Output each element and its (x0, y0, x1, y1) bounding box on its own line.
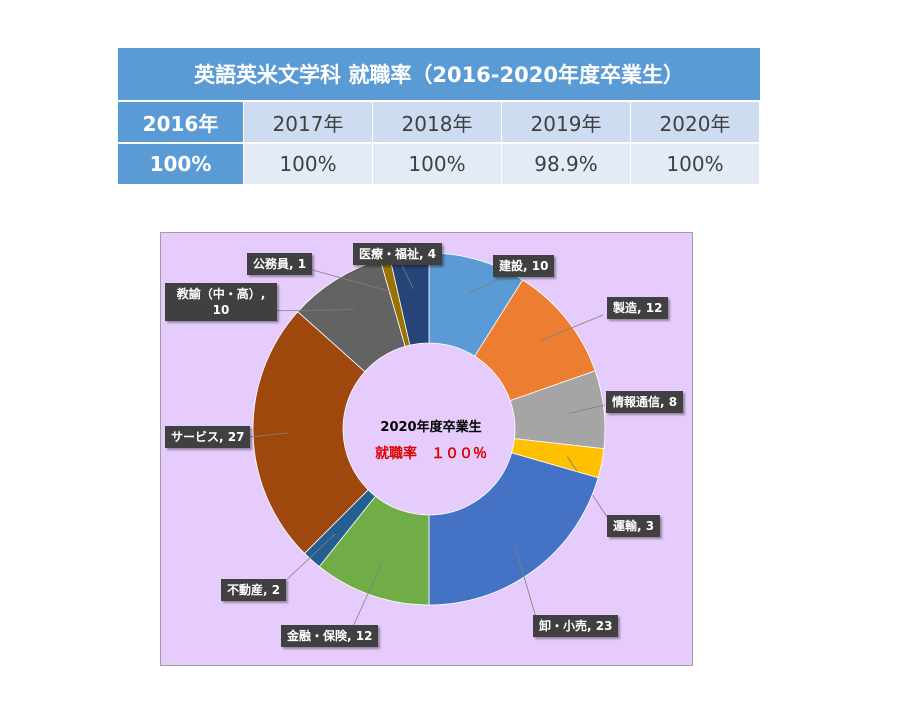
leader-line-5 (350, 561, 383, 632)
year-cell: 2020年 (631, 102, 760, 144)
leader-line-0 (467, 274, 510, 294)
data-label-9: 公務員, 1 (247, 253, 313, 275)
center-employment-rate: 就職率 １００％ (375, 446, 487, 462)
employment-rate-table: 英語英米文学科 就職率（2016-2020年度卒業生） 2016年 2017年 … (118, 48, 760, 186)
rate-cell: 100% (244, 144, 373, 186)
data-label-7: サービス, 27 (165, 426, 251, 448)
leader-line-2 (569, 404, 606, 414)
donut-chart (230, 252, 612, 632)
year-cell: 2018年 (373, 102, 502, 144)
table-title: 英語英米文学科 就職率（2016-2020年度卒業生） (118, 48, 760, 102)
leader-line-4 (513, 541, 538, 622)
rate-cell: 98.9% (502, 144, 631, 186)
leader-line-6 (280, 533, 336, 586)
leader-line-8 (265, 309, 354, 312)
rates-row: 100% 100% 100% 98.9% 100% (118, 144, 760, 186)
donut-chart-panel: 2020年度卒業生 就職率 １００％ 建設, 10 製造, 12 情報通信, 8 運輸… (160, 232, 693, 666)
rate-cell: 100% (631, 144, 760, 186)
data-label-6: 不動産, 2 (221, 579, 287, 601)
donut-slice-4 (428, 452, 599, 606)
data-label-5: 金融・保険, 12 (281, 625, 379, 647)
data-label-10: 医療・福祉, 4 (353, 243, 443, 265)
leader-line-9 (308, 268, 394, 293)
data-label-1: 製造, 12 (607, 297, 669, 319)
data-label-4: 卸・小売, 23 (533, 615, 619, 637)
data-label-0: 建設, 10 (493, 255, 555, 277)
data-label-3: 運輸, 3 (607, 515, 661, 537)
data-label-2: 情報通信, 8 (606, 391, 684, 413)
rate-cell: 100% (373, 144, 502, 186)
donut-slice-7 (252, 311, 369, 555)
center-title: 2020年度卒業生 (380, 420, 482, 435)
data-label-8: 教諭（中・高）, 10 (165, 283, 277, 321)
rate-cell: 100% (118, 144, 244, 186)
years-row: 2016年 2017年 2018年 2019年 2020年 (118, 102, 760, 144)
year-cell: 2019年 (502, 102, 631, 144)
year-cell: 2017年 (244, 102, 373, 144)
year-cell: 2016年 (118, 102, 244, 144)
leader-line-1 (539, 314, 604, 342)
